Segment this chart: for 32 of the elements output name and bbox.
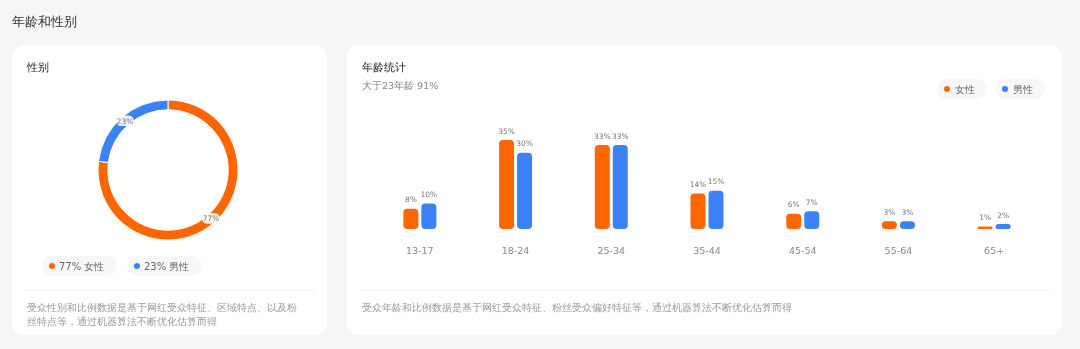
x-tick-label: 13-17 <box>406 245 434 256</box>
bar <box>517 152 533 229</box>
bar <box>612 145 628 229</box>
bar <box>499 140 515 229</box>
bar <box>594 145 610 229</box>
bar <box>421 203 437 229</box>
x-tick-label: 18-24 <box>501 245 530 256</box>
chart-subtitle: 大于23年龄 91% <box>362 80 439 91</box>
bar <box>977 226 993 229</box>
x-tick-label: 65+ <box>984 245 1005 256</box>
bar <box>804 211 820 229</box>
bar <box>708 190 724 229</box>
bar <box>881 221 897 229</box>
bar <box>899 221 915 229</box>
chart-title: 年龄统计 <box>362 61 406 74</box>
x-tick-label: 55-64 <box>884 245 913 256</box>
legend-label: 23% 男性 <box>144 261 190 272</box>
text: 受众性别和比例数据是基于网红受众特征、区域特点、以及粉丝特点等，通过机器算法不断优化估算而得 <box>27 302 297 327</box>
legend-label: 77% 女性 <box>59 261 105 272</box>
text: 受众年龄和比例数据是基于网红受众特征、粉丝受众偏好特征等，通过机器算法不断优化估算而得 <box>362 302 792 313</box>
bar <box>403 208 419 229</box>
legend-label: 男性 <box>1013 84 1033 95</box>
bar <box>786 213 802 229</box>
x-tick-label: 25-34 <box>597 245 626 256</box>
donut-slice <box>97 99 239 241</box>
x-tick-label: 35-44 <box>693 245 721 256</box>
x-tick-label: 45-54 <box>788 245 817 256</box>
legend-label: 女性 <box>955 84 975 95</box>
text: 年龄和性别 <box>12 14 77 29</box>
bar <box>690 193 706 229</box>
bar <box>995 223 1011 229</box>
chart-title: 性别 <box>26 61 49 74</box>
